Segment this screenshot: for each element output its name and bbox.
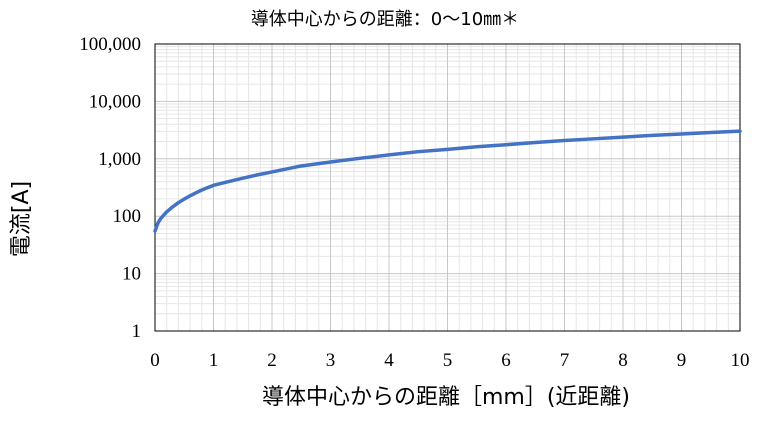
x-axis-ticks: 0 1 2 3 4 5 6 7 8 9 10: [150, 350, 749, 371]
chart-title: 導体中心からの距離：0～10㎜＊: [251, 9, 519, 30]
x-tick-label: 7: [560, 350, 570, 371]
y-tick-label: 10: [122, 264, 141, 285]
x-tick-label: 4: [384, 350, 394, 371]
y-tick-label: 100,000: [79, 34, 141, 55]
x-tick-label: 6: [501, 350, 511, 371]
x-tick-label: 8: [618, 350, 628, 371]
x-tick-label: 5: [443, 350, 453, 371]
y-tick-label: 1,000: [98, 149, 141, 170]
x-tick-label: 0: [150, 350, 160, 371]
x-tick-label: 2: [267, 350, 277, 371]
y-tick-label: 100: [113, 206, 142, 227]
plot-area: [154, 43, 741, 332]
y-tick-label: 1: [132, 321, 142, 342]
x-tick-label: 1: [209, 350, 219, 371]
x-axis-label: 導体中心からの距離［mm］(近距離): [262, 385, 630, 410]
series-layer: [153, 129, 742, 233]
x-tick-label: 3: [326, 350, 336, 371]
y-tick-label: 10,000: [89, 91, 141, 112]
y-axis-ticks: 1 10 100 1,000 10,000 100,000: [79, 34, 141, 342]
series-line: [153, 129, 742, 233]
grid-major: [155, 44, 740, 331]
x-tick-label: 9: [677, 350, 687, 371]
y-axis-label: 電流[A]: [9, 181, 34, 257]
x-tick-label: 10: [731, 350, 750, 371]
